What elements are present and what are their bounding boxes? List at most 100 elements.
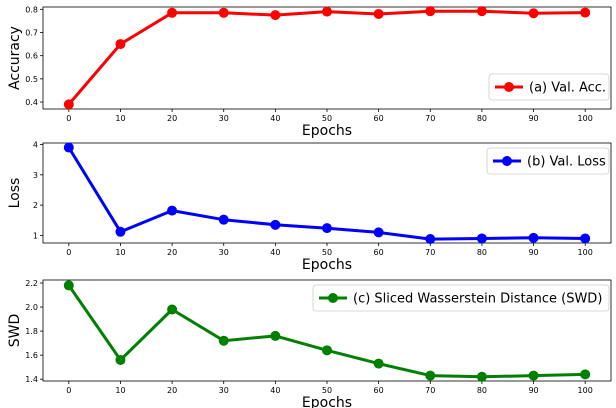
y-tick-label: 0.4: [25, 98, 38, 107]
x-tick-label: 30: [219, 114, 229, 123]
y-axis-label: Accuracy: [7, 26, 23, 90]
data-point: [425, 370, 436, 381]
data-point: [167, 7, 178, 18]
data-point: [528, 370, 539, 381]
data-point: [63, 280, 74, 291]
y-tick-label: 2: [33, 201, 38, 210]
data-point: [167, 205, 178, 216]
legend-box: [488, 73, 610, 101]
x-tick-label: 60: [374, 248, 384, 257]
x-tick-label: 50: [322, 386, 332, 395]
data-point: [270, 10, 281, 21]
legend: (c) Sliced Wasserstein Distance (SWD): [312, 284, 610, 312]
x-tick-label: 30: [219, 386, 229, 395]
data-point: [218, 214, 229, 225]
y-tick-label: 0.8: [25, 5, 38, 14]
data-point: [580, 369, 591, 380]
y-axis-label: Loss: [7, 178, 23, 209]
chart-panel-1: 0 10 20 30 40 50 60 70 80 90 100 0.4 0.5 0.6 0.7 0.8 Epo…: [7, 5, 612, 139]
legend-box: [486, 147, 610, 175]
legend-label: (b) Val. Loss: [527, 155, 606, 170]
chart-panel-2: 0 10 20 30 40 50 60 70 80 90 100 1 2 3 4 Epochs Loss (b) …: [7, 141, 612, 273]
x-axis-label: Epochs: [302, 123, 352, 139]
data-point: [322, 6, 332, 17]
data-point: [425, 234, 436, 245]
data-point: [425, 6, 436, 17]
data-point: [115, 226, 126, 237]
x-tick-label: 30: [219, 248, 229, 257]
y-tick-label: 3: [33, 171, 38, 180]
legend: (b) Val. Loss: [486, 147, 610, 175]
x-tick-label: 90: [528, 386, 538, 395]
data-point: [115, 354, 126, 365]
y-tick-label: 2.0: [25, 303, 38, 312]
x-tick-label: 40: [270, 114, 280, 123]
x-tick-label: 70: [425, 248, 435, 257]
legend-label: (c) Sliced Wasserstein Distance (SWD): [353, 292, 602, 307]
data-point: [63, 99, 74, 110]
data-point: [528, 232, 539, 243]
data-point: [218, 7, 229, 18]
y-tick-label: 0.5: [25, 75, 38, 84]
x-tick-label: 20: [167, 114, 177, 123]
data-point: [63, 142, 74, 153]
x-tick-label: 60: [374, 114, 384, 123]
x-tick-label: 10: [115, 114, 125, 123]
x-tick-label: 0: [66, 248, 71, 257]
x-tick-label: 40: [270, 386, 280, 395]
x-tick-label: 50: [322, 114, 332, 123]
x-tick-label: 70: [425, 386, 435, 395]
data-point: [270, 330, 281, 341]
data-point: [167, 304, 178, 315]
x-tick-label: 80: [477, 386, 487, 395]
x-tick-label: 0: [66, 114, 71, 123]
x-tick-label: 70: [425, 114, 435, 123]
legend-box: [312, 284, 610, 312]
x-tick-label: 80: [477, 248, 487, 257]
x-tick-label: 90: [528, 248, 538, 257]
data-point: [322, 345, 332, 356]
x-axis-label: Epochs: [302, 395, 352, 408]
legend-marker: [502, 156, 512, 166]
x-tick-label: 100: [578, 114, 593, 123]
x-tick-label: 10: [115, 248, 125, 257]
y-tick-label: 4: [33, 141, 38, 150]
data-point: [270, 219, 281, 230]
x-tick-label: 20: [167, 248, 177, 257]
y-tick-label: 0.7: [25, 29, 38, 38]
data-point: [115, 39, 126, 50]
x-tick-label: 80: [477, 114, 487, 123]
y-tick-label: 1.4: [25, 375, 38, 384]
y-axis-label: SWD: [7, 314, 23, 348]
data-point: [476, 233, 487, 244]
data-point: [580, 233, 591, 244]
x-tick-label: 100: [578, 386, 593, 395]
x-axis-label: Epochs: [302, 257, 352, 273]
y-tick-label: 0.6: [25, 52, 38, 61]
data-point: [373, 227, 384, 238]
data-point: [476, 371, 487, 382]
y-tick-label: 2.2: [25, 279, 38, 288]
data-point: [580, 7, 591, 18]
x-tick-label: 90: [528, 114, 538, 123]
x-tick-label: 0: [66, 386, 71, 395]
y-tick-label: 1.8: [25, 327, 38, 336]
y-tick-label: 1: [33, 231, 38, 240]
legend-marker: [504, 82, 514, 92]
x-tick-label: 100: [578, 248, 593, 257]
data-point: [476, 6, 487, 17]
x-tick-label: 10: [115, 386, 125, 395]
x-tick-label: 20: [167, 386, 177, 395]
legend-label: (a) Val. Acc.: [529, 81, 606, 96]
legend-marker: [328, 293, 338, 303]
data-point: [373, 358, 384, 369]
data-point: [528, 8, 539, 19]
x-tick-label: 40: [270, 248, 280, 257]
data-point: [373, 8, 384, 19]
x-tick-label: 50: [322, 248, 332, 257]
y-tick-label: 1.6: [25, 351, 38, 360]
chart-panel-3: 0 10 20 30 40 50 60 70 80 90 100 1.4 1.6 1.8 2.0 2.2 Epo…: [7, 279, 612, 408]
data-point: [218, 335, 229, 346]
x-tick-label: 60: [374, 386, 384, 395]
